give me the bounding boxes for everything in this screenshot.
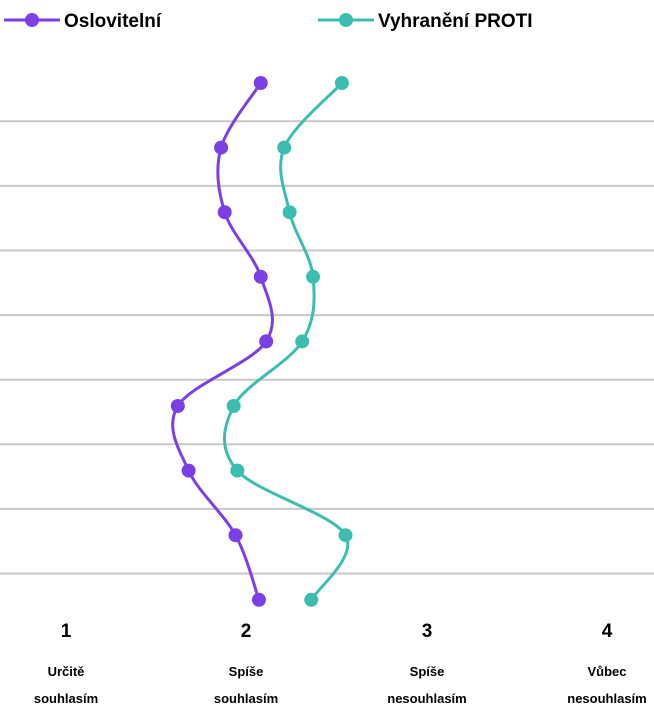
x-tick-label-line2-3: nesouhlasím: [387, 691, 466, 706]
x-tick-number-2: 2: [241, 621, 252, 642]
x-tick-label-line1-3: Spíše: [410, 664, 445, 679]
x-tick-1: 1 Určitě souhlasím: [34, 621, 98, 706]
x-tick-number-1: 1: [61, 621, 72, 642]
data-point-oslovitelni-1[interactable]: [253, 76, 268, 90]
data-point-vyhraneni-proti-5[interactable]: [295, 334, 310, 349]
data-point-vyhraneni-proti-2[interactable]: [277, 140, 292, 155]
x-tick-label-line2-1: souhlasím: [34, 691, 98, 706]
data-point-oslovitelni-6[interactable]: [170, 399, 185, 413]
legend-label-oslovitelni: Oslovitelní: [64, 11, 162, 32]
x-tick-label-line2-2: souhlasím: [214, 691, 278, 706]
x-tick-4: 4 Vůbec nesouhlasím: [567, 621, 646, 706]
x-tick-label-line1-2: Spíše: [229, 664, 264, 679]
x-tick-3: 3 Spíše nesouhlasím: [387, 621, 466, 706]
data-point-oslovitelni-7[interactable]: [181, 463, 196, 478]
data-point-oslovitelni-2[interactable]: [214, 140, 229, 155]
legend-swatch-dot-vyhraneni-proti: [339, 13, 353, 27]
data-point-vyhraneni-proti-4[interactable]: [306, 269, 321, 284]
grid: [0, 120, 654, 575]
legend-item-oslovitelni[interactable]: Oslovitelní: [4, 11, 162, 32]
data-point-oslovitelni-3[interactable]: [217, 205, 232, 220]
data-point-vyhraneni-proti-3[interactable]: [282, 205, 297, 220]
data-point-vyhraneni-proti-9[interactable]: [304, 592, 319, 607]
x-tick-label-line2-4: nesouhlasím: [567, 691, 646, 706]
series-layer: [170, 76, 353, 607]
data-point-oslovitelni-9[interactable]: [251, 592, 266, 607]
x-tick-label-line1-4: Vůbec: [587, 664, 626, 679]
data-point-vyhraneni-proti-7[interactable]: [230, 463, 245, 478]
x-tick-label-line1-1: Určitě: [48, 664, 85, 679]
legend-swatch-dot-oslovitelni: [25, 13, 39, 27]
data-point-vyhraneni-proti-1[interactable]: [334, 76, 349, 90]
x-axis: 1 Určitě souhlasím 2 Spíše souhlasím 3 S…: [34, 621, 647, 706]
series-line-oslovitelni: [171, 82, 274, 601]
data-point-vyhraneni-proti-8[interactable]: [338, 528, 353, 543]
data-point-vyhraneni-proti-6[interactable]: [226, 399, 241, 413]
data-point-oslovitelni-4[interactable]: [253, 269, 268, 284]
legend: Oslovitelní Vyhranění PROTI: [4, 11, 533, 32]
x-tick-2: 2 Spíše souhlasím: [214, 621, 278, 706]
x-tick-number-4: 4: [602, 621, 613, 642]
data-point-oslovitelni-8[interactable]: [228, 528, 243, 543]
x-tick-number-3: 3: [422, 621, 433, 642]
series-line-vyhraneni-proti: [223, 81, 350, 601]
legend-label-vyhraneni-proti: Vyhranění PROTI: [378, 11, 533, 32]
data-point-oslovitelni-5[interactable]: [259, 334, 274, 349]
legend-item-vyhraneni-proti[interactable]: Vyhranění PROTI: [318, 11, 533, 32]
